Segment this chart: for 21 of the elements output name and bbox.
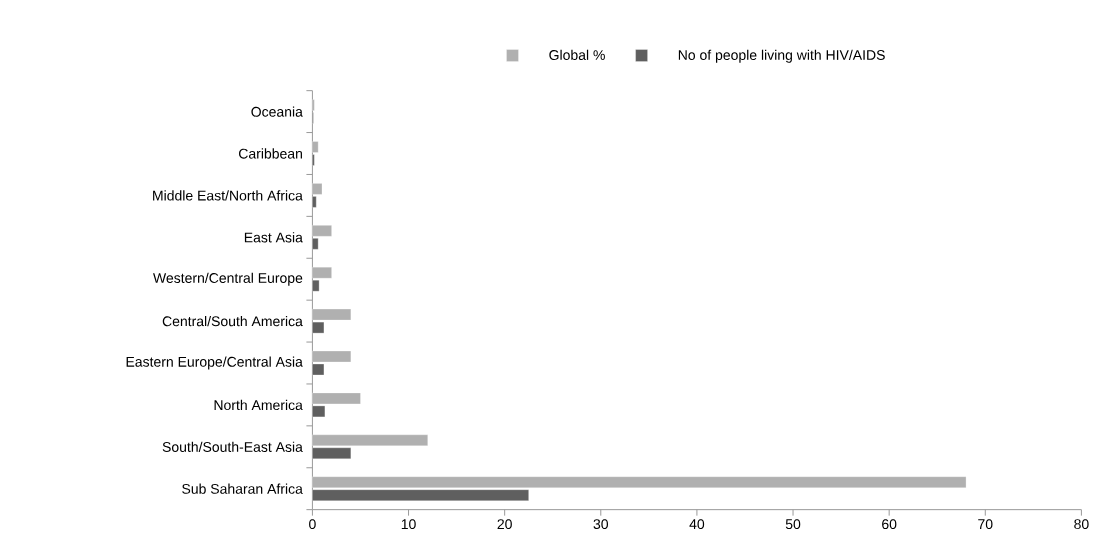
x-tick-label: 80 (1074, 519, 1089, 530)
x-tick-label: 10 (401, 519, 416, 530)
x-tick-label: 0 (309, 519, 316, 530)
y-tick-label: Central/South America (162, 315, 303, 327)
y-tick-label: North America (214, 399, 303, 411)
y-tick-label: Middle East/North Africa (153, 190, 303, 201)
y-tick-label: Eastern Europe/Central Asia (126, 356, 303, 370)
x-tick-label: 60 (882, 519, 897, 530)
y-tick-label: Western/Central Europe (153, 272, 303, 286)
x-tick-label: 30 (593, 519, 609, 530)
legend-label: Global % (549, 49, 605, 60)
y-tick-label: East Asia (244, 232, 303, 243)
x-tick-label: 50 (785, 519, 801, 530)
legend-label: No of people living with HIV/AIDS (678, 49, 885, 63)
y-tick-label: Sub Saharan Africa (182, 483, 303, 494)
x-tick-label: 70 (978, 519, 993, 530)
y-tick-label: Caribbean (239, 148, 302, 159)
y-tick-label: South/South-East Asia (162, 441, 303, 452)
x-tick-label: 40 (689, 519, 705, 530)
y-tick-label: Oceania (251, 106, 303, 117)
x-tick-label: 20 (497, 519, 512, 530)
